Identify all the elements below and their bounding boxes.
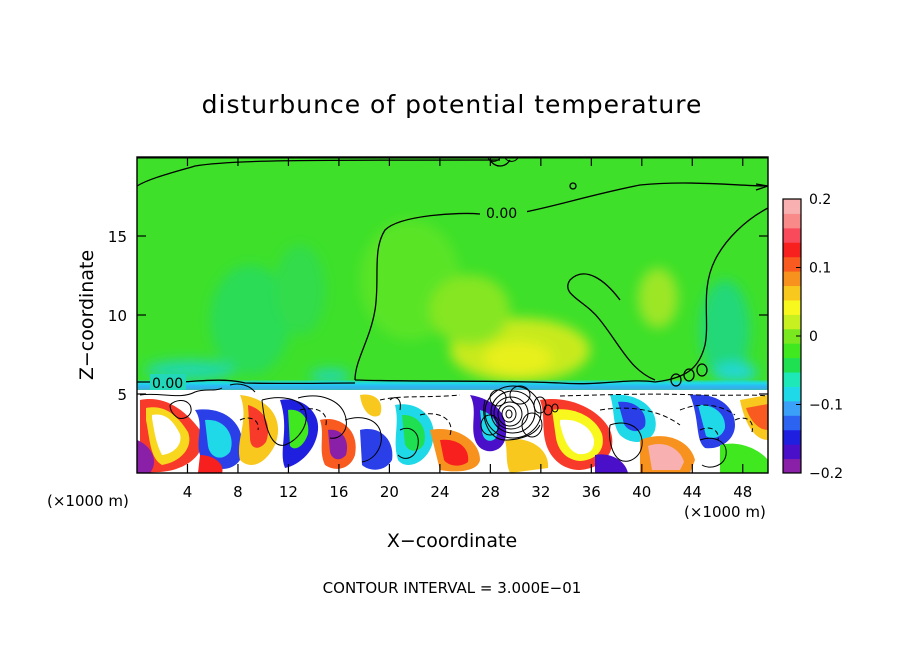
x-unit-label-left: (×1000 m) — [47, 492, 129, 510]
x-tick-label: 24 — [430, 483, 449, 501]
colorbar: 0.2 0.1 0 −0.1 −0.2 — [782, 192, 843, 482]
colorbar-swatch — [783, 314, 801, 330]
colorbar-swatch — [783, 400, 801, 416]
warm-patch-right — [638, 268, 678, 328]
colorbar-swatch — [783, 328, 801, 344]
contour-labels: 0.00 0.00 — [150, 204, 527, 392]
contour-lines-lower — [139, 383, 768, 468]
colorbar-tick-label: 0 — [809, 329, 818, 345]
colorbar-swatch — [783, 444, 801, 460]
x-tick-label: 12 — [279, 483, 298, 501]
contour-interval-note: CONTOUR INTERVAL = 3.000E−01 — [323, 579, 582, 597]
x-tick-label: 28 — [481, 483, 500, 501]
y-tick-label: 10 — [108, 307, 127, 325]
contour-lines — [137, 159, 768, 387]
x-tick-label: 16 — [329, 483, 348, 501]
colorbar-tick-label: 0.2 — [809, 192, 831, 208]
colorbar-swatch — [783, 415, 801, 431]
x-unit-label-right: (×1000 m) — [684, 503, 766, 521]
colorbar-swatch — [783, 213, 801, 229]
y-tick-label: 15 — [108, 228, 127, 246]
x-tick-label: 4 — [183, 483, 193, 501]
turbulent-blobs — [137, 394, 768, 473]
contour-cluster — [480, 385, 559, 441]
colorbar-tick-label: −0.1 — [809, 398, 843, 414]
x-tick-label: 48 — [733, 483, 752, 501]
colorbar-swatch — [783, 242, 801, 258]
warm-core-center — [484, 342, 552, 374]
x-tick-label: 8 — [233, 483, 243, 501]
zero-contour-main — [354, 182, 768, 381]
x-axis-label: X−coordinate — [387, 530, 517, 552]
heatmap-field — [137, 157, 768, 473]
contour-label: 0.00 — [486, 206, 517, 222]
x-tick-label: 32 — [531, 483, 550, 501]
colorbar-swatch — [783, 458, 801, 474]
colorbar-tick-label: 0.1 — [809, 261, 831, 277]
colorbar-swatch — [783, 343, 801, 359]
chart-title: disturbunce of potential temperature — [202, 90, 703, 119]
colorbar-swatch — [783, 271, 801, 287]
y-axis: 5 10 15 — [108, 228, 768, 404]
x-tick-label: 40 — [632, 483, 651, 501]
x-axis: 4 8 12 16 20 24 28 32 36 40 44 48 — [183, 157, 752, 501]
colorbar-swatch — [783, 227, 801, 243]
colorbar-swatch — [783, 256, 801, 272]
x-tick-label: 36 — [582, 483, 601, 501]
y-axis-label: Z−coordinate — [76, 250, 98, 380]
colorbar-swatch — [783, 285, 801, 301]
colorbar-swatch — [783, 386, 801, 402]
contour-label: 0.00 — [152, 376, 183, 392]
colorbar-swatch — [783, 199, 801, 214]
colorbar-swatch — [783, 372, 801, 387]
y-tick-label: 5 — [117, 386, 127, 404]
x-tick-label: 44 — [683, 483, 702, 501]
colorbar-tick-label: −0.2 — [809, 466, 843, 482]
colorbar-swatch — [783, 357, 801, 373]
colorbar-swatch — [783, 299, 801, 315]
colorbar-swatch — [783, 429, 801, 445]
x-tick-label: 20 — [380, 483, 399, 501]
